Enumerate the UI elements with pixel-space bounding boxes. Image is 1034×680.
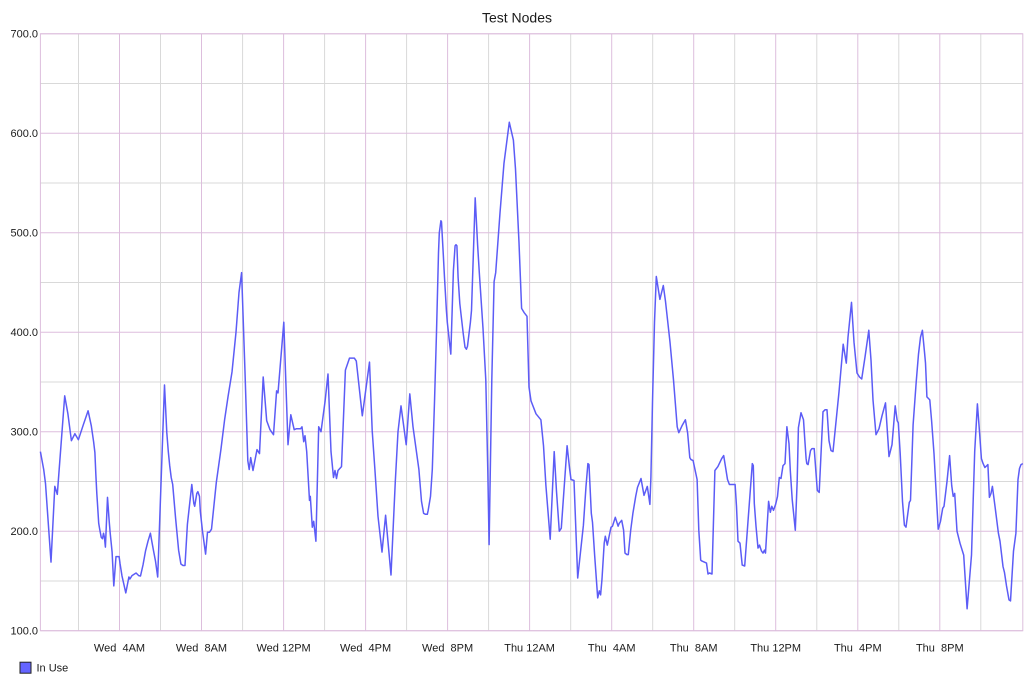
svg-text:700.0: 700.0 [10, 29, 38, 41]
svg-text:Wed 12PM: Wed 12PM [256, 643, 310, 655]
svg-text:Test Nodes: Test Nodes [482, 10, 552, 26]
svg-text:Thu 4AM: Thu 4AM [588, 643, 636, 655]
svg-text:In Use: In Use [37, 663, 69, 675]
svg-text:600.0: 600.0 [10, 128, 38, 140]
svg-text:Wed 8PM: Wed 8PM [422, 643, 473, 655]
svg-text:500.0: 500.0 [10, 228, 38, 240]
svg-text:Wed 4PM: Wed 4PM [340, 643, 391, 655]
svg-text:Thu 4PM: Thu 4PM [834, 643, 882, 655]
svg-text:Thu 8PM: Thu 8PM [916, 643, 964, 655]
svg-text:Wed 8AM: Wed 8AM [176, 643, 227, 655]
svg-text:Thu 12AM: Thu 12AM [504, 643, 555, 655]
svg-text:Thu 12PM: Thu 12PM [750, 643, 801, 655]
svg-text:Wed 4AM: Wed 4AM [94, 643, 145, 655]
svg-text:Thu 8AM: Thu 8AM [670, 643, 718, 655]
svg-text:400.0: 400.0 [10, 327, 38, 339]
svg-text:300.0: 300.0 [10, 427, 38, 439]
svg-text:100.0: 100.0 [10, 626, 38, 638]
svg-text:200.0: 200.0 [10, 526, 38, 538]
